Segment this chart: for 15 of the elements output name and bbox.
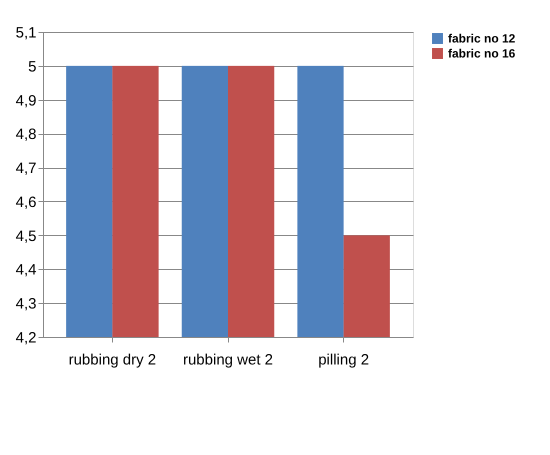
- y-tick-label: 4,2: [16, 330, 36, 346]
- y-tick-label: 4,7: [16, 160, 36, 178]
- x-tick-label: pilling 2: [318, 352, 370, 368]
- legend-label: fabric no 16: [448, 46, 516, 60]
- y-tick-label: 5,1: [16, 24, 36, 42]
- y-tick-label: 4,8: [16, 126, 36, 144]
- y-tick-label: 4,3: [16, 296, 36, 313]
- y-tick-label: 4,4: [16, 262, 36, 279]
- y-tick-label: 4,9: [16, 92, 36, 110]
- x-tick-label: rubbing dry 2: [68, 352, 156, 368]
- y-tick-label: 5: [28, 58, 36, 76]
- y-tick-label: 4,6: [16, 194, 36, 211]
- y-tick-label: 4,5: [16, 228, 36, 245]
- x-tick-label: rubbing wet 2: [182, 352, 274, 368]
- legend-label: fabric no 12: [448, 32, 516, 46]
